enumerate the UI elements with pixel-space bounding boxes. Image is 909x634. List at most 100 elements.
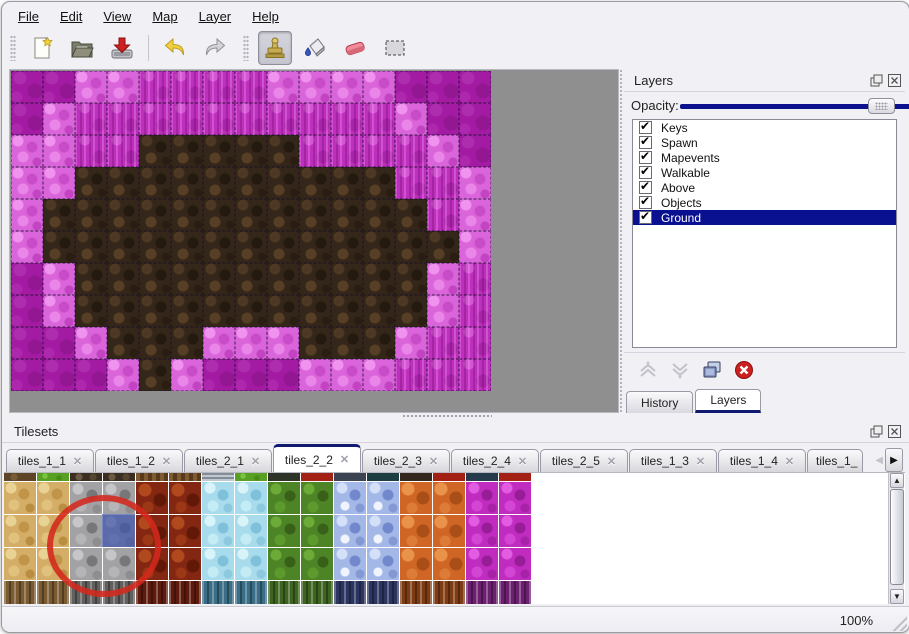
menu-map[interactable]: Map (152, 8, 178, 24)
map-tile[interactable] (267, 327, 299, 359)
map-tile[interactable] (139, 199, 171, 231)
tileset-tile[interactable] (268, 515, 300, 547)
tileset-tile[interactable] (499, 482, 531, 514)
map-canvas-viewport[interactable] (9, 69, 619, 413)
tileset-tile[interactable] (433, 473, 465, 481)
map-tile[interactable] (139, 327, 171, 359)
map-tile[interactable] (363, 295, 395, 327)
tileset-tile[interactable] (37, 473, 69, 481)
map-tile[interactable] (363, 167, 395, 199)
close-panel-button[interactable] (887, 424, 901, 438)
layer-row-keys[interactable]: ✔ Keys (633, 120, 896, 135)
tab-close-icon[interactable]: ✕ (161, 455, 172, 468)
tileset-tile[interactable] (334, 482, 366, 514)
map-tile[interactable] (427, 135, 459, 167)
layer-row-ground[interactable]: ✔ Ground (633, 209, 896, 225)
map-tile[interactable] (107, 327, 139, 359)
map-tile[interactable] (235, 135, 267, 167)
map-tile[interactable] (299, 135, 331, 167)
map-tile[interactable] (11, 359, 43, 391)
tileset-tile[interactable] (499, 515, 531, 547)
map-tile[interactable] (203, 103, 235, 135)
map-tile[interactable] (171, 327, 203, 359)
map-tile[interactable] (459, 359, 491, 391)
map-tile[interactable] (171, 231, 203, 263)
map-tile[interactable] (331, 103, 363, 135)
map-tile[interactable] (43, 231, 75, 263)
map-tile[interactable] (43, 103, 75, 135)
layer-visibility-checkbox[interactable]: ✔ (639, 120, 652, 134)
vertical-splitter[interactable] (619, 69, 624, 413)
tileset-tile[interactable] (4, 548, 36, 580)
map-tile[interactable] (427, 295, 459, 327)
map-tile[interactable] (331, 135, 363, 167)
map-tile[interactable] (235, 359, 267, 391)
map-tile[interactable] (459, 295, 491, 327)
eraser-tool-button[interactable] (338, 31, 372, 65)
map-tile[interactable] (427, 103, 459, 135)
map-tile[interactable] (139, 103, 171, 135)
map-tile[interactable] (331, 263, 363, 295)
map-tile[interactable] (267, 263, 299, 295)
map-tile[interactable] (43, 295, 75, 327)
map-tile[interactable] (331, 71, 363, 103)
tileset-tile[interactable] (499, 548, 531, 580)
map-tile[interactable] (75, 295, 107, 327)
map-tile[interactable] (203, 359, 235, 391)
tileset-tile[interactable] (70, 515, 102, 547)
tileset-tile[interactable] (499, 473, 531, 481)
tileset-tile[interactable] (70, 473, 102, 481)
layer-visibility-checkbox[interactable]: ✔ (639, 164, 652, 179)
scroll-tabs-left-button[interactable]: ◀ (875, 454, 883, 466)
tileset-tab-tiles_2_3[interactable]: tiles_2_3 ✕ (362, 449, 450, 472)
map-tile[interactable] (11, 199, 43, 231)
map-tile[interactable] (299, 359, 331, 391)
map-tile[interactable] (459, 103, 491, 135)
map-tile[interactable] (299, 71, 331, 103)
map-tile[interactable] (139, 135, 171, 167)
map-tile[interactable] (363, 135, 395, 167)
map-tile[interactable] (171, 71, 203, 103)
map-tile[interactable] (75, 231, 107, 263)
tileset-viewport[interactable]: ▲ ▼ (4, 472, 905, 604)
open-map-button[interactable] (65, 31, 99, 65)
map-tile[interactable] (107, 359, 139, 391)
map-tile[interactable] (331, 167, 363, 199)
tab-close-icon[interactable]: ✕ (72, 455, 83, 468)
tileset-tile[interactable] (367, 473, 399, 481)
map-tile[interactable] (11, 231, 43, 263)
map-tile[interactable] (139, 231, 171, 263)
tileset-tab-tiles_2_5[interactable]: tiles_2_5 ✕ (540, 449, 628, 472)
tileset-tab-tiles_1_1[interactable]: tiles_1_1 ✕ (6, 449, 94, 472)
map-tile[interactable] (171, 263, 203, 295)
tileset-tile[interactable] (466, 473, 498, 481)
map-tile[interactable] (459, 135, 491, 167)
map-tile[interactable] (171, 135, 203, 167)
map-tile[interactable] (139, 71, 171, 103)
fill-tool-button[interactable] (298, 31, 332, 65)
map-tile[interactable] (299, 199, 331, 231)
tileset-tile[interactable] (301, 473, 333, 481)
tileset-tile[interactable] (334, 581, 366, 604)
delete-layer-button[interactable] (732, 358, 756, 382)
tileset-tile[interactable] (301, 482, 333, 514)
map-tile[interactable] (203, 327, 235, 359)
tileset-tab-tiles_1_3[interactable]: tiles_1_3 ✕ (629, 449, 717, 472)
map-tile[interactable] (43, 135, 75, 167)
tileset-tile[interactable] (202, 515, 234, 547)
tileset-tile[interactable] (367, 548, 399, 580)
map-tile[interactable] (299, 295, 331, 327)
tileset-tile[interactable] (268, 548, 300, 580)
map-tile[interactable] (395, 199, 427, 231)
new-map-button[interactable] (25, 31, 59, 65)
map-tile[interactable] (139, 263, 171, 295)
map-tile[interactable] (299, 167, 331, 199)
map-tile[interactable] (203, 263, 235, 295)
tileset-tile[interactable] (169, 473, 201, 481)
map-tile[interactable] (43, 359, 75, 391)
map-tile[interactable] (299, 263, 331, 295)
map-tile[interactable] (107, 71, 139, 103)
tab-close-icon[interactable]: ✕ (517, 455, 528, 468)
map-tile[interactable] (235, 103, 267, 135)
tileset-tile[interactable] (268, 482, 300, 514)
